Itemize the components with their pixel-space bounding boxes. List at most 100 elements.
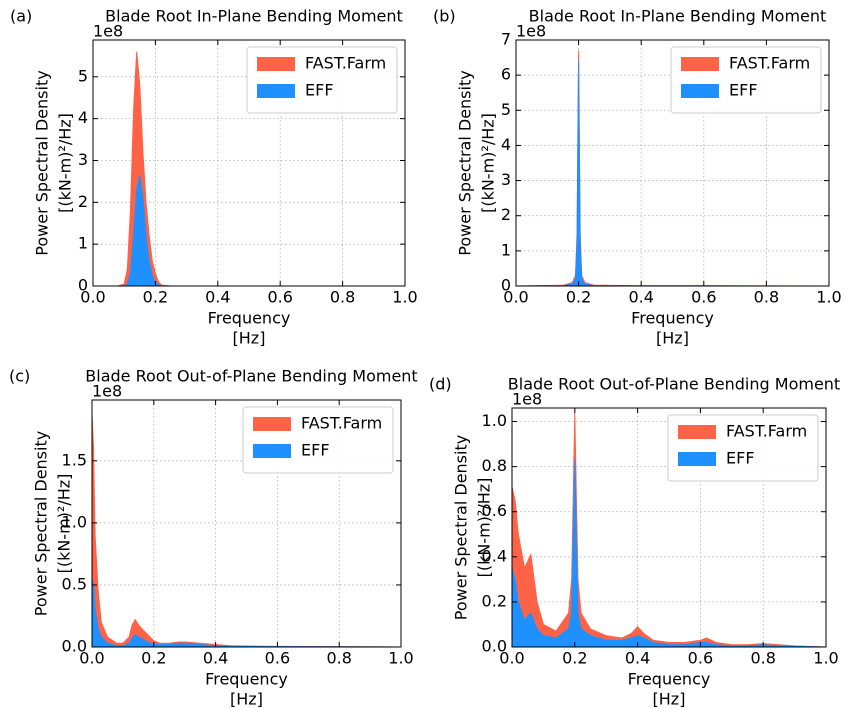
panel-label: (c) [9,367,30,386]
offset-label: 1e8 [516,22,546,41]
y-axis-label: [(kN-m)²/Hz] [479,113,498,213]
y-tick-label: 4 [501,135,511,154]
y-tick-label: 1.5 [62,450,87,469]
y-tick-label: 1.0 [62,512,87,531]
y-tick-label: 6 [501,65,511,84]
x-axis-label: [Hz] [233,329,266,348]
y-tick-label: 5 [78,66,88,85]
y-axis-label: Power Spectral Density [33,70,52,255]
area-series [92,578,401,647]
panel-label: (b) [433,7,456,26]
y-tick-label: 0.0 [62,637,87,656]
x-tick-label: 0.8 [754,288,779,307]
chart-title: Blade Root Out-of-Plane Bending Moment [85,367,417,386]
x-tick-label: 0.0 [503,288,528,307]
offset-label: 1e8 [92,382,122,401]
y-tick-label: 0.2 [482,591,507,610]
x-axis-label: [Hz] [653,690,686,709]
x-tick-label: 0.6 [265,649,290,668]
area-series [93,51,405,286]
x-tick-label: 1.0 [388,649,413,668]
x-tick-label: 0.4 [625,649,650,668]
y-tick-label: 4 [78,108,88,127]
x-axis-label: Frequency [208,309,291,328]
panel-label: (d) [429,375,452,394]
offset-label: 1e8 [512,390,542,409]
x-tick-label: 0.6 [691,288,716,307]
x-axis-label: [Hz] [230,690,263,709]
legend-swatch [257,57,295,71]
legend-label: EFF [729,81,758,100]
x-tick-label: 0.0 [79,649,104,668]
y-tick-label: 2 [78,192,88,211]
x-tick-label: 0.4 [205,288,230,307]
legend-label: FAST.Farm [726,422,807,441]
x-tick-label: 0.8 [750,649,775,668]
y-tick-label: 0 [78,276,88,295]
chart-title: Blade Root In-Plane Bending Moment [105,7,403,26]
x-tick-label: 0.4 [628,288,653,307]
plot-frame [91,399,402,648]
x-tick-label: 1.0 [392,288,417,307]
chart-title: Blade Root Out-of-Plane Bending Moment [508,375,840,394]
y-axis-label: Power Spectral Density [32,431,51,616]
y-tick-label: 0 [501,276,511,295]
legend-swatch [681,57,719,71]
area-series [93,175,405,286]
x-tick-label: 0.6 [267,288,292,307]
x-tick-label: 0.2 [141,649,166,668]
y-axis-label: [(kN-m)²/Hz] [55,474,74,574]
x-tick-label: 0.6 [688,649,713,668]
y-axis-label: Power Spectral Density [452,435,471,620]
legend-label: FAST.Farm [729,54,810,73]
x-tick-label: 0.2 [566,288,591,307]
legend-label: EFF [301,441,330,460]
y-tick-label: 1 [78,234,88,253]
y-axis-label: [(kN-m)²/Hz] [56,113,75,213]
legend-label: EFF [726,449,755,468]
x-axis-label: Frequency [205,670,288,689]
y-axis-label: Power Spectral Density [456,70,475,255]
x-tick-label: 0.8 [326,649,351,668]
area-series [516,61,829,286]
legend-label: FAST.Farm [301,414,382,433]
offset-label: 1e8 [93,22,123,41]
y-tick-label: 3 [78,150,88,169]
x-tick-label: 0.0 [499,649,524,668]
y-tick-label: 0.6 [482,501,507,520]
legend-swatch [253,417,291,431]
legend-swatch [678,452,716,466]
x-tick-label: 1.0 [816,288,841,307]
x-axis-label: Frequency [628,670,711,689]
y-tick-label: 0.4 [482,546,507,565]
legend-swatch [678,425,716,439]
y-tick-label: 1.0 [482,411,507,430]
plot-frame [511,407,827,648]
plot-frame [515,39,830,287]
y-tick-label: 0.5 [62,574,87,593]
y-tick-label: 5 [501,100,511,119]
x-tick-label: 0.2 [562,649,587,668]
x-tick-label: 0.8 [330,288,355,307]
chart-title: Blade Root In-Plane Bending Moment [529,7,827,26]
y-tick-label: 2 [501,205,511,224]
legend-swatch [257,84,295,98]
legend-label: EFF [305,81,334,100]
x-axis-label: [Hz] [656,329,689,348]
x-tick-label: 0.2 [143,288,168,307]
area-series [512,459,826,647]
x-axis-label: Frequency [631,309,714,328]
area-series [92,413,401,647]
legend-label: FAST.Farm [305,54,386,73]
plot-frame [92,39,406,287]
legend-swatch [681,84,719,98]
panel-label: (a) [10,7,32,26]
y-tick-label: 7 [501,30,511,49]
x-tick-label: 0.4 [203,649,228,668]
y-tick-label: 3 [501,170,511,189]
x-tick-label: 0.0 [80,288,105,307]
y-tick-label: 0.8 [482,456,507,475]
legend-swatch [253,444,291,458]
y-axis-label: [(kN-m)²/Hz] [475,478,494,578]
